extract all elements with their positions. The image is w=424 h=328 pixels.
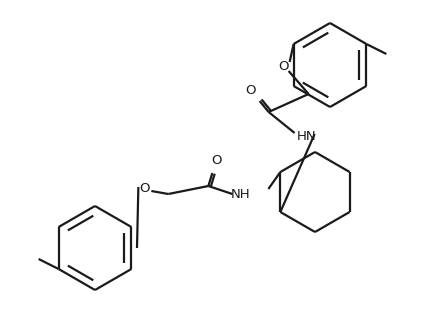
Text: O: O <box>211 154 222 168</box>
Text: O: O <box>279 59 289 72</box>
Text: HN: HN <box>297 131 316 144</box>
Text: O: O <box>245 84 256 96</box>
Text: O: O <box>139 182 150 195</box>
Text: NH: NH <box>231 188 250 200</box>
